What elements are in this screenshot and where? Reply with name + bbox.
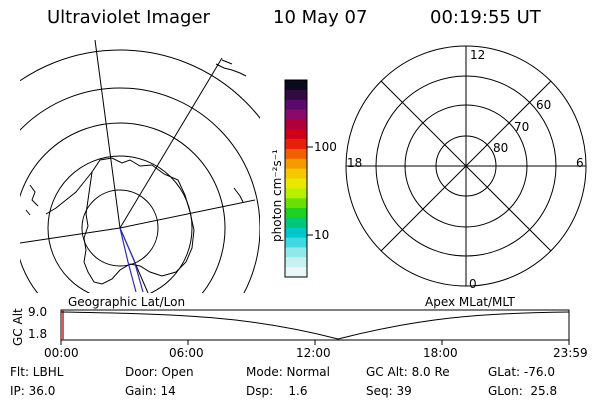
colorbar-segment bbox=[285, 257, 307, 268]
mlt-label-6: 6 bbox=[576, 156, 584, 170]
x-tick-label: 06:00 bbox=[169, 346, 204, 360]
x-tick-label: 12:00 bbox=[296, 346, 331, 360]
colorbar-segment bbox=[285, 158, 307, 170]
colorbar-segment bbox=[285, 208, 307, 219]
mlt-label-18: 18 bbox=[347, 156, 363, 170]
time-label: 00:19:55 UT bbox=[430, 7, 541, 28]
colorbar-segment bbox=[285, 178, 307, 189]
mlat-mlt-polar-grid bbox=[345, 45, 587, 287]
colorbar-segment bbox=[285, 119, 307, 130]
geo-meridian bbox=[94, 39, 121, 229]
colorbar-frame bbox=[284, 79, 308, 278]
dsp-info: Dsp: 1.6 bbox=[246, 384, 308, 398]
colorbar-segment bbox=[285, 237, 307, 249]
footprint-track bbox=[119, 227, 144, 293]
geo-latitude-circle bbox=[81, 189, 159, 267]
mlat-label-70: 70 bbox=[514, 120, 530, 134]
y-tick-label: 1.8 bbox=[28, 327, 48, 341]
x-tick-label: 23:59 bbox=[553, 346, 588, 360]
seq-info: Seq: 39 bbox=[366, 384, 412, 398]
glat-info: GLat: -76.0 bbox=[488, 365, 555, 379]
ip-info: IP: 36.0 bbox=[10, 384, 56, 398]
colorbar-segment bbox=[285, 247, 307, 258]
date-label: 10 May 07 bbox=[273, 7, 368, 28]
geo-latitude-circle bbox=[20, 49, 260, 119]
glon-info: GLon: 25.8 bbox=[488, 384, 558, 398]
y-tick-label: 9.0 bbox=[28, 305, 48, 319]
geo-latitude-circle bbox=[20, 87, 260, 293]
colorbar-segment bbox=[285, 148, 307, 160]
geo-meridian bbox=[20, 227, 121, 244]
colorbar-segment bbox=[285, 89, 307, 101]
colorbar-segment bbox=[285, 139, 307, 150]
geo-latitude-circle bbox=[47, 155, 193, 293]
apex-mlat-mlt-label: Apex MLat/MLT bbox=[425, 295, 515, 309]
mlat-label-60: 60 bbox=[536, 98, 552, 112]
x-tick-label: 00:00 bbox=[44, 346, 79, 360]
colorbar-segment bbox=[285, 198, 307, 209]
coast-detail bbox=[25, 184, 39, 216]
mlt-label-0: 0 bbox=[469, 277, 477, 291]
gc-alt-axis-label: GC Alt bbox=[11, 308, 25, 346]
colorbar bbox=[285, 80, 307, 278]
colorbar-segment bbox=[285, 129, 307, 140]
footprint-track bbox=[119, 227, 137, 293]
colorbar-segment bbox=[285, 188, 307, 199]
gc-alt-info: GC Alt: 8.0 Re bbox=[366, 365, 450, 379]
colorbar-segment bbox=[285, 99, 307, 111]
polar-diagonal bbox=[380, 80, 552, 252]
antarctic-peninsula bbox=[45, 171, 93, 215]
filter-info: Flt: LBHL bbox=[10, 365, 64, 379]
colorbar-segment bbox=[285, 227, 307, 239]
mode-info: Mode: Normal bbox=[246, 365, 330, 379]
colorbar-segment bbox=[285, 267, 307, 278]
geo-latitude-circle bbox=[20, 122, 226, 293]
mlat-label-80: 80 bbox=[493, 141, 509, 155]
geo-meridian bbox=[119, 199, 256, 229]
door-info: Door: Open bbox=[125, 365, 194, 379]
coast-detail bbox=[215, 59, 247, 203]
colorbar-segment bbox=[285, 168, 307, 180]
colorbar-segment bbox=[285, 80, 307, 91]
geo-meridian bbox=[119, 57, 223, 229]
instrument-title: Ultraviolet Imager bbox=[47, 7, 210, 28]
colorbar-segment bbox=[285, 109, 307, 120]
geographic-lat-lon-label: Geographic Lat/Lon bbox=[68, 295, 186, 309]
antarctica-coastline bbox=[83, 157, 195, 285]
colorbar-segment bbox=[285, 217, 307, 229]
geographic-map bbox=[20, 39, 260, 293]
x-tick-label: 18:00 bbox=[423, 346, 458, 360]
colorbar-tick-label: 100 bbox=[314, 140, 337, 154]
gain-info: Gain: 14 bbox=[125, 384, 176, 398]
timeline-plot bbox=[60, 309, 570, 345]
colorbar-unit-label: photon cm⁻²s⁻¹ bbox=[270, 149, 284, 242]
mlt-label-12: 12 bbox=[470, 48, 486, 62]
colorbar-tick-label: 10 bbox=[314, 228, 330, 242]
altitude-curve bbox=[60, 311, 570, 340]
